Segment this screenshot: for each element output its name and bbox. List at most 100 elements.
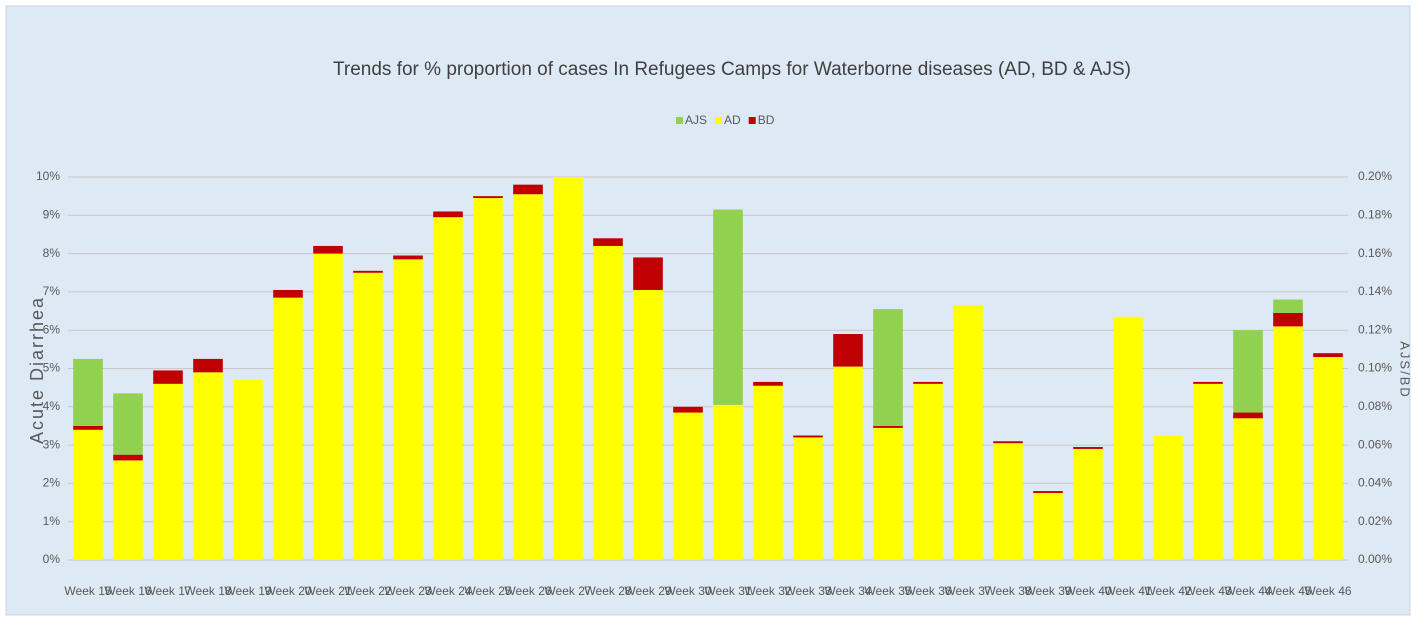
y2-tick-label: 0.04% <box>1358 476 1392 490</box>
x-tick-label: Week 27 <box>544 584 591 598</box>
bar-segment <box>1273 326 1303 560</box>
x-tick-label: Week 45 <box>1264 584 1311 598</box>
x-tick-label: Week 35 <box>864 584 911 598</box>
x-tick-label: Week 44 <box>1224 584 1271 598</box>
x-tick-label: Week 43 <box>1184 584 1231 598</box>
y2-tick-label: 0.06% <box>1358 437 1392 451</box>
bar-segment <box>713 404 743 560</box>
legend-swatch <box>715 117 723 124</box>
y2-tick-label: 0.20% <box>1358 169 1392 183</box>
bar-segment <box>873 425 903 428</box>
y2-tick-label: 0.08% <box>1358 399 1392 413</box>
x-tick-label: Week 17 <box>144 584 191 598</box>
x-tick-label: Week 30 <box>664 584 711 598</box>
x-tick-label: Week 22 <box>344 584 391 598</box>
x-tick-label: Week 39 <box>1024 584 1071 598</box>
bar-segment <box>1273 312 1303 327</box>
y-tick-label: 5% <box>43 361 61 375</box>
bar-segment <box>193 372 223 560</box>
bar-segment <box>873 427 903 560</box>
bar-segment <box>1233 412 1263 419</box>
y-tick-label: 2% <box>43 476 61 490</box>
bar-segment <box>833 366 863 560</box>
bar-segment <box>353 270 383 273</box>
legend-label: AD <box>724 113 741 127</box>
y-tick-label: 9% <box>43 207 61 221</box>
y-tick-label: 1% <box>43 514 61 528</box>
x-tick-label: Week 26 <box>504 584 551 598</box>
bar-segment <box>153 383 183 560</box>
x-tick-label: Week 34 <box>824 584 871 598</box>
bar-segment <box>993 441 1023 444</box>
y2-tick-label: 0.10% <box>1358 361 1392 375</box>
y2-tick-label: 0.16% <box>1358 246 1392 260</box>
bar-segment <box>473 198 503 560</box>
bar-segment <box>353 272 383 560</box>
chart-title: Trends for % proportion of cases In Refu… <box>333 59 1131 80</box>
bar-segment <box>73 425 103 430</box>
bar-segment <box>753 385 783 560</box>
bar-segment <box>313 253 343 560</box>
legend-swatch <box>748 117 756 124</box>
bar-segment <box>1033 491 1063 493</box>
y2-tick-label: 0.18% <box>1358 207 1392 221</box>
y-tick-label: 10% <box>36 169 60 183</box>
bar-segment <box>153 370 183 384</box>
bar-segment <box>1193 383 1223 560</box>
x-tick-label: Week 41 <box>1104 584 1151 598</box>
bar-segment <box>73 429 103 560</box>
bar-segment <box>113 454 143 461</box>
bar-segment <box>1233 418 1263 560</box>
y-tick-label: 6% <box>43 322 61 336</box>
y-tick-label: 0% <box>43 552 61 566</box>
bar-segment <box>553 177 583 560</box>
x-tick-label: Week 32 <box>744 584 791 598</box>
bar-segment <box>113 460 143 560</box>
bar-segment <box>713 209 743 405</box>
x-tick-label: Week 15 <box>64 584 111 598</box>
bar-segment <box>593 245 623 560</box>
bar-segment <box>393 259 423 560</box>
y-tick-label: 3% <box>43 437 61 451</box>
x-tick-label: Week 42 <box>1144 584 1191 598</box>
bar-segment <box>673 406 703 413</box>
bar-segment <box>273 289 303 298</box>
bar-segment <box>313 245 343 254</box>
bar-segment <box>393 255 423 260</box>
bar-segment <box>1313 357 1343 560</box>
x-tick-label: Week 28 <box>584 584 631 598</box>
bar-segment <box>1033 492 1063 560</box>
y2-axis-label: AJS/BD <box>1398 341 1413 399</box>
bar-segment <box>1313 353 1343 358</box>
legend-label: BD <box>758 113 775 127</box>
bar-segment <box>793 437 823 560</box>
bar-segment <box>73 358 103 426</box>
x-tick-label: Week 37 <box>944 584 991 598</box>
y-axis-label: Acute Diarrhea <box>27 296 47 444</box>
bar-segment <box>633 289 663 560</box>
bar-segment <box>673 412 703 560</box>
bar-segment <box>1233 330 1263 413</box>
x-tick-label: Week 29 <box>624 584 671 598</box>
x-tick-label: Week 24 <box>424 584 471 598</box>
bar-segment <box>833 334 863 367</box>
bar-segment <box>953 305 983 560</box>
bar-segment <box>593 238 623 246</box>
x-tick-label: Week 23 <box>384 584 431 598</box>
y-tick-label: 8% <box>43 246 61 260</box>
bar-segment <box>473 196 503 199</box>
bar-segment <box>753 381 783 386</box>
y2-tick-label: 0.14% <box>1358 284 1392 298</box>
bar-segment <box>513 194 543 561</box>
bar-segment <box>113 393 143 455</box>
y-tick-label: 7% <box>43 284 61 298</box>
x-tick-label: Week 46 <box>1304 584 1351 598</box>
bar-segment <box>873 309 903 426</box>
bar-segment <box>993 443 1023 560</box>
bar-segment <box>193 358 223 373</box>
bar-segment <box>913 383 943 560</box>
y2-tick-label: 0.12% <box>1358 322 1392 336</box>
x-tick-label: Week 25 <box>464 584 511 598</box>
bar-segment <box>1073 448 1103 560</box>
